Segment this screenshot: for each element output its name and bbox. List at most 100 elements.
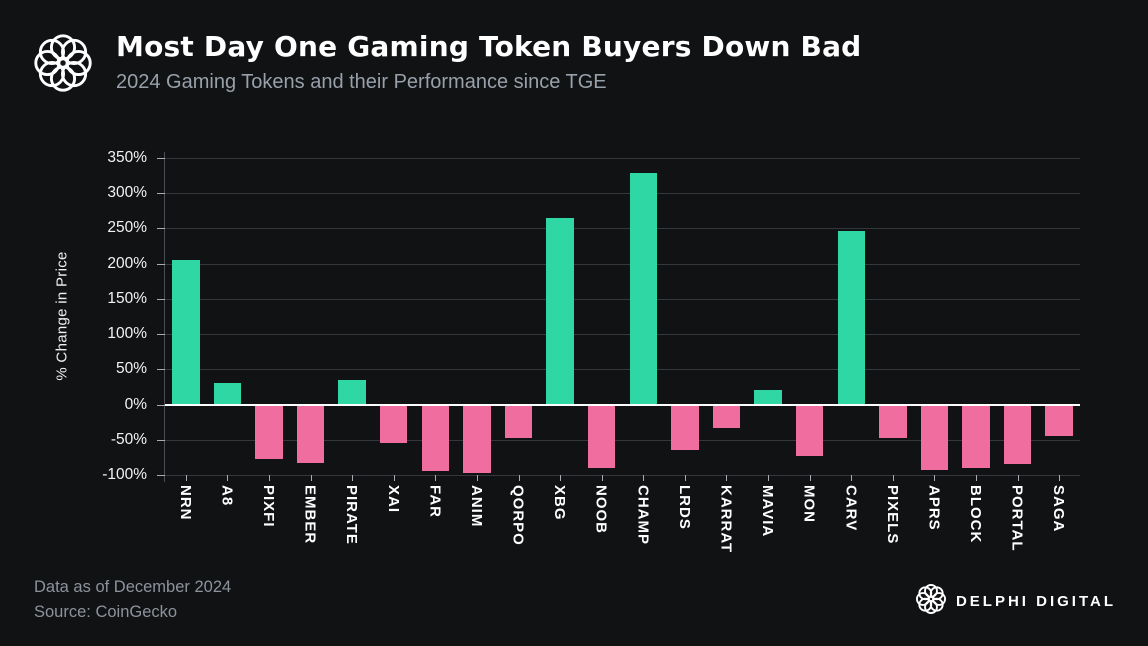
bar-PIRATE — [338, 379, 366, 405]
x-axis-category: FAR — [426, 485, 444, 518]
x-tick-mark — [310, 475, 312, 481]
bar-chart: 350% 300% 250% 200% 150% 100% 50% 0% -50% -100% NR… — [102, 149, 1080, 553]
y-tick-mark — [157, 263, 165, 265]
x-axis-category: A8 — [218, 485, 236, 507]
bar-FAR — [421, 404, 450, 472]
x-tick-mark — [851, 475, 853, 481]
y-tick-label: 50% — [115, 360, 147, 378]
x-tick-mark — [393, 475, 395, 481]
delphi-rosette-icon — [34, 34, 92, 92]
data-as-of-note: Data as of December 2024 — [34, 578, 232, 596]
bar-CHAMP — [629, 173, 657, 405]
x-tick-mark — [934, 475, 936, 481]
y-tick-label: 350% — [107, 149, 147, 166]
delphi-rosette-icon — [915, 584, 946, 619]
y-axis-spine — [164, 152, 165, 482]
bar-NRN — [172, 260, 200, 405]
x-axis-category: MON — [800, 485, 818, 523]
bar-EMBER — [296, 404, 325, 464]
x-tick-mark — [1017, 475, 1019, 481]
x-axis-category: BLOCK — [967, 485, 985, 544]
x-axis-category: NOOB — [592, 485, 610, 534]
bar-PORTAL — [1003, 404, 1032, 465]
gridline — [165, 193, 1080, 195]
x-axis-category: SAGA — [1050, 485, 1068, 533]
bar-PIXFI — [255, 404, 283, 460]
gridline — [165, 263, 1080, 265]
bar-QORPO — [504, 404, 533, 439]
page-title: Most Day One Gaming Token Buyers Down Ba… — [116, 30, 862, 63]
bar-MON — [795, 404, 824, 456]
gridline — [165, 298, 1080, 300]
x-tick-mark — [601, 475, 603, 481]
x-axis-category: MAVIA — [759, 485, 777, 538]
x-tick-mark — [726, 475, 728, 481]
bar-APRS — [920, 404, 949, 471]
brand-lockup: DELPHI DIGITAL — [915, 584, 1116, 619]
x-axis-category: XBG — [551, 485, 569, 521]
x-axis-category: LRDS — [675, 485, 693, 530]
x-tick-mark — [809, 475, 811, 481]
y-tick-label: 100% — [107, 325, 147, 343]
bar-ANIM — [463, 404, 491, 473]
bar-XBG — [546, 217, 574, 405]
x-tick-mark — [518, 475, 520, 481]
y-tick-mark — [157, 404, 165, 406]
y-tick-label: 300% — [107, 184, 147, 202]
y-tick-mark — [157, 475, 165, 476]
x-tick-mark — [684, 475, 686, 481]
x-tick-mark — [768, 475, 770, 481]
brand-label: DELPHI DIGITAL — [955, 593, 1116, 610]
header: Most Day One Gaming Token Buyers Down Ba… — [34, 30, 861, 94]
bar-KARRAT — [712, 404, 741, 428]
y-tick-label: 250% — [107, 219, 147, 237]
x-tick-mark — [643, 475, 645, 481]
x-axis-category: CARV — [842, 485, 860, 532]
y-tick-mark — [157, 193, 165, 195]
y-tick-label: 200% — [107, 254, 147, 272]
x-axis-category: CHAMP — [634, 485, 652, 545]
source-note: Source: CoinGecko — [34, 603, 178, 621]
bar-NOOB — [587, 404, 616, 468]
y-tick-mark — [157, 369, 165, 371]
x-tick-mark — [976, 475, 978, 481]
y-tick-mark — [157, 158, 165, 159]
x-tick-mark — [352, 475, 354, 481]
gridline — [165, 475, 1080, 476]
x-axis-category: PIXELS — [883, 485, 901, 545]
bar-MAVIA — [754, 390, 782, 405]
x-axis-category: XAI — [384, 485, 402, 514]
gridline — [165, 228, 1080, 230]
gridline — [165, 158, 1080, 159]
x-axis-category: EMBER — [301, 485, 319, 545]
gridline — [165, 334, 1080, 336]
x-tick-mark — [185, 475, 187, 481]
x-axis-category: KARRAT — [717, 485, 735, 554]
y-tick-label: -100% — [102, 466, 147, 483]
x-tick-mark — [268, 475, 270, 481]
bar-CARV — [837, 230, 865, 405]
x-axis-category: QORPO — [509, 485, 527, 546]
x-axis-category: PIRATE — [343, 485, 361, 545]
y-tick-mark — [157, 334, 165, 336]
x-tick-mark — [1059, 475, 1061, 481]
x-axis-category: APRS — [925, 485, 943, 531]
x-axis-category: PORTAL — [1008, 485, 1026, 552]
gridline — [165, 369, 1080, 371]
x-axis-category: PIXFI — [259, 485, 277, 528]
y-tick-label: -50% — [110, 430, 147, 448]
gridline — [165, 439, 1080, 441]
y-tick-label: 0% — [124, 395, 147, 413]
y-tick-mark — [157, 298, 165, 300]
bar-XAI — [380, 404, 408, 444]
bar-PIXELS — [879, 404, 907, 439]
x-tick-mark — [892, 475, 894, 481]
footer-notes: Data as of December 2024 Source: CoinGec… — [34, 575, 231, 625]
bar-SAGA — [1045, 404, 1073, 437]
x-tick-mark — [227, 475, 229, 481]
page-subtitle: 2024 Gaming Tokens and their Performance… — [116, 71, 607, 93]
bar-BLOCK — [962, 404, 990, 468]
x-axis-category: NRN — [176, 485, 194, 521]
y-tick-mark — [157, 228, 165, 230]
y-tick-mark — [157, 439, 165, 441]
